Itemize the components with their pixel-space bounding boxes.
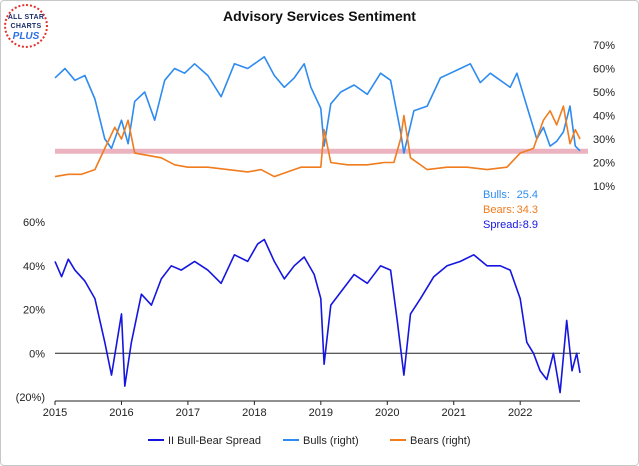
- top-y-tick-label: 30%: [593, 134, 615, 146]
- top-panel-lines: [54, 55, 581, 178]
- bottom-y-tick-label: 40%: [23, 261, 45, 273]
- readout-box: Bulls: 25.4 Bears: 34.3 Spread: -8.9: [483, 189, 538, 231]
- chart-title: Advisory Services Sentiment: [223, 8, 416, 24]
- readout-bears-label: Bears:: [483, 204, 515, 216]
- logo-ring: [4, 4, 48, 48]
- bottom-y-tick-label: (20%): [16, 392, 45, 404]
- x-tick-label: 2015: [43, 407, 67, 419]
- top-y-tick-label: 60%: [593, 64, 615, 76]
- top-y-tick-label: 50%: [593, 87, 615, 99]
- spread-line: [54, 238, 581, 394]
- brand-logo: ALL STAR CHARTS PLUS: [4, 4, 48, 48]
- bears-line: [54, 105, 581, 178]
- bottom-panel-lines: [54, 238, 581, 394]
- readout-bulls-value: 25.4: [517, 189, 538, 201]
- legend: II Bull-Bear Spread Bulls (right) Bears …: [148, 435, 471, 447]
- top-y-tick-label: 20%: [593, 158, 615, 170]
- legend-label-spread: II Bull-Bear Spread: [168, 435, 261, 447]
- bottom-y-tick-label: 0%: [29, 348, 45, 360]
- legend-label-bears: Bears (right): [410, 435, 471, 447]
- x-tick-label: 2021: [441, 407, 465, 419]
- bottom-y-tick-label: 20%: [23, 305, 45, 317]
- legend-label-bulls: Bulls (right): [303, 435, 359, 447]
- x-axis: 2015 2016 2017 2018 2019 2020 2021 2022: [43, 400, 580, 419]
- top-right-axis: 70% 60% 50% 40% 30% 20% 10%: [593, 40, 615, 193]
- readout-spread-value: -8.9: [519, 219, 538, 231]
- bottom-left-axis: 60% 40% 20% 0% (20%): [16, 217, 580, 404]
- top-y-tick-label: 70%: [593, 40, 615, 52]
- logo-line-3: PLUS: [12, 31, 40, 42]
- logo-line-1: ALL STAR: [7, 14, 45, 21]
- bulls-line: [54, 55, 581, 154]
- logo-line-2: CHARTS: [10, 23, 42, 30]
- top-y-tick-label: 40%: [593, 111, 615, 123]
- readout-bears-value: 34.3: [517, 204, 538, 216]
- x-tick-label: 2019: [309, 407, 333, 419]
- bottom-y-tick-label: 60%: [23, 217, 45, 229]
- x-tick-label: 2018: [242, 407, 266, 419]
- readout-bulls-label: Bulls:: [483, 189, 510, 201]
- top-y-tick-label: 10%: [593, 181, 615, 193]
- x-tick-label: 2020: [375, 407, 399, 419]
- x-tick-label: 2017: [176, 407, 200, 419]
- x-tick-label: 2016: [109, 407, 133, 419]
- x-tick-label: 2022: [508, 407, 532, 419]
- readout-spread-label: Spread:: [483, 219, 522, 231]
